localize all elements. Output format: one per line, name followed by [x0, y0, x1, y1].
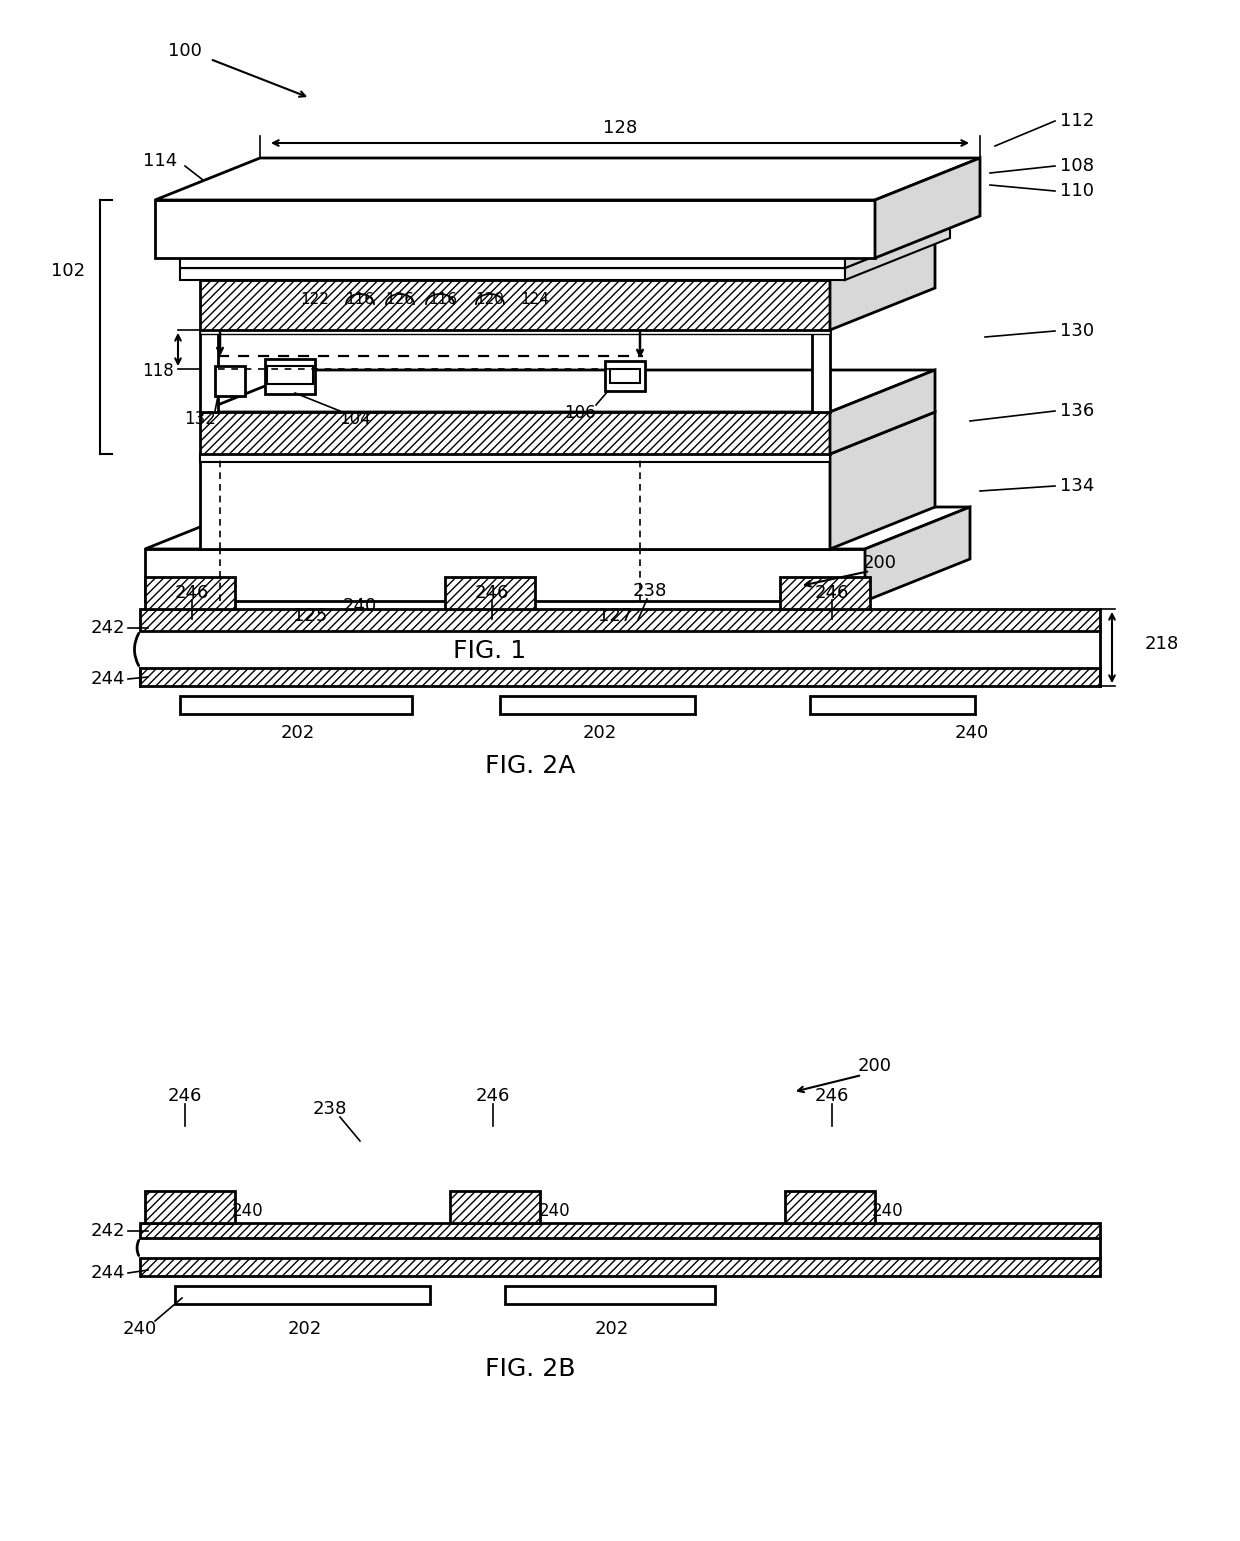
Bar: [200, 330, 830, 334]
Bar: [812, 330, 830, 411]
Text: 240: 240: [232, 1202, 264, 1220]
Polygon shape: [200, 411, 830, 455]
Text: 110: 110: [1060, 182, 1094, 200]
Polygon shape: [830, 370, 935, 455]
Bar: [140, 1257, 1100, 1276]
Text: 240: 240: [123, 1321, 157, 1338]
Polygon shape: [830, 411, 935, 549]
Text: 202: 202: [281, 724, 315, 743]
Text: 246: 246: [815, 1086, 849, 1105]
Polygon shape: [180, 268, 844, 280]
Bar: [215, 367, 246, 396]
Text: 240: 240: [955, 724, 990, 743]
Bar: [450, 1191, 539, 1224]
Text: 238: 238: [312, 1100, 347, 1119]
Text: 246: 246: [167, 1086, 202, 1105]
Text: 126: 126: [386, 291, 414, 307]
Text: 136: 136: [1060, 402, 1094, 421]
Text: 130: 130: [1060, 322, 1094, 341]
Text: 112: 112: [1060, 112, 1094, 129]
Polygon shape: [180, 227, 950, 268]
Text: 106: 106: [564, 404, 595, 422]
Text: 242: 242: [91, 619, 125, 636]
Text: 240: 240: [539, 1202, 570, 1220]
Bar: [140, 609, 1100, 630]
Text: 240: 240: [343, 596, 377, 615]
Bar: [267, 367, 312, 384]
Polygon shape: [875, 159, 980, 257]
Text: 200: 200: [858, 1057, 892, 1076]
Text: 246: 246: [475, 584, 510, 603]
Text: 134: 134: [1060, 478, 1095, 495]
Text: 202: 202: [583, 724, 618, 743]
Text: 244: 244: [91, 670, 125, 687]
Polygon shape: [155, 200, 875, 257]
Bar: [140, 1224, 1100, 1237]
Polygon shape: [180, 257, 844, 268]
Text: 202: 202: [288, 1321, 322, 1338]
Bar: [505, 1287, 715, 1304]
Text: 122: 122: [300, 291, 330, 307]
Text: 100: 100: [169, 42, 202, 60]
Text: 244: 244: [91, 1264, 125, 1282]
Polygon shape: [830, 237, 935, 330]
Text: 116: 116: [346, 291, 374, 307]
Polygon shape: [866, 507, 970, 601]
Bar: [785, 1191, 875, 1224]
Text: 202: 202: [595, 1321, 629, 1338]
Bar: [175, 1287, 430, 1304]
Text: 108: 108: [1060, 157, 1094, 176]
Bar: [610, 368, 640, 384]
Polygon shape: [844, 227, 950, 280]
Text: 240: 240: [872, 1202, 904, 1220]
Text: FIG. 1: FIG. 1: [454, 640, 527, 663]
Polygon shape: [200, 370, 935, 411]
Bar: [500, 697, 694, 713]
Text: FIG. 2B: FIG. 2B: [485, 1358, 575, 1381]
Text: 128: 128: [603, 119, 637, 137]
Bar: [140, 667, 1100, 686]
Bar: [265, 359, 315, 394]
Text: 116: 116: [429, 291, 458, 307]
Text: FIG. 2A: FIG. 2A: [485, 754, 575, 778]
Text: 120: 120: [476, 291, 505, 307]
Bar: [200, 330, 218, 411]
Text: 132: 132: [184, 410, 216, 428]
Bar: [780, 576, 870, 609]
Polygon shape: [180, 216, 950, 257]
Text: 102: 102: [51, 262, 86, 280]
Text: 104: 104: [340, 410, 371, 428]
Text: 218: 218: [1145, 635, 1179, 653]
Bar: [145, 1191, 236, 1224]
Polygon shape: [200, 411, 935, 455]
Bar: [200, 455, 830, 462]
Polygon shape: [200, 455, 830, 549]
Bar: [145, 576, 236, 609]
Polygon shape: [200, 280, 830, 330]
Text: 118: 118: [143, 362, 174, 381]
Polygon shape: [145, 549, 866, 601]
Bar: [445, 576, 534, 609]
Text: 124: 124: [521, 291, 549, 307]
Text: 114: 114: [143, 153, 177, 170]
Polygon shape: [155, 159, 980, 200]
Polygon shape: [844, 216, 950, 268]
Text: 238: 238: [632, 582, 667, 599]
Text: 200: 200: [863, 555, 897, 572]
Text: 125: 125: [293, 607, 327, 626]
Bar: [810, 697, 975, 713]
Bar: [605, 361, 645, 391]
Text: 246: 246: [476, 1086, 510, 1105]
Text: 246: 246: [815, 584, 849, 603]
Text: 127: 127: [598, 607, 632, 626]
Text: 242: 242: [91, 1222, 125, 1241]
Polygon shape: [145, 507, 970, 549]
Bar: [180, 697, 412, 713]
Text: 246: 246: [175, 584, 210, 603]
Polygon shape: [200, 237, 935, 280]
